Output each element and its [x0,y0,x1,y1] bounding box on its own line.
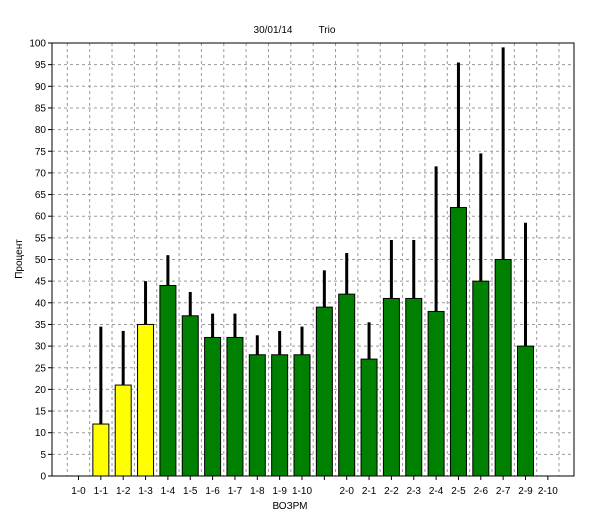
y-tick-label: 40 [35,298,47,309]
bar [226,336,244,477]
bar [449,207,467,477]
x-tick-label: 1-2 [116,486,131,497]
chart-date-label: 30/01/14 [254,25,293,36]
bar [472,280,490,477]
bar [315,306,333,477]
x-tick-label: 1-10 [292,486,312,497]
y-tick-label: 65 [35,190,47,201]
error-bars [99,47,527,425]
y-tick-label: 25 [35,363,47,374]
x-tick-label: 1-6 [205,486,220,497]
bar [427,310,445,477]
bar [293,354,311,477]
y-tick-label: 100 [29,39,46,50]
x-tick-label: 2-10 [538,486,558,497]
x-tick-label: 2-0 [339,486,354,497]
bar [271,354,289,477]
y-tick-label: 20 [35,385,47,396]
bar [382,297,400,477]
chart-name-label: Trio [319,25,336,36]
bar [405,297,423,477]
x-tick-label: 1-0 [71,486,86,497]
bar [159,284,177,477]
bar [360,358,378,477]
x-tick-label: 2-4 [429,486,444,497]
y-tick-label: 75 [35,147,47,158]
y-tick-label: 60 [35,212,47,223]
x-tick-label: 2-1 [362,486,377,497]
x-tick-label: 1-5 [183,486,198,497]
bar [494,259,512,477]
bar [204,336,222,477]
x-tick-label: 2-6 [474,486,489,497]
x-tick-label: 1-1 [94,486,109,497]
y-tick-label: 70 [35,168,47,179]
bar [137,323,155,477]
x-tick-label: 2-9 [518,486,533,497]
y-tick-label: 95 [35,60,47,71]
y-tick-label: 90 [35,82,47,93]
x-tick-label: 1-7 [228,486,243,497]
bar [517,345,534,477]
y-tick-label: 10 [35,428,47,439]
y-tick-label: 35 [35,320,47,331]
y-tick-label: 5 [40,450,46,461]
y-tick-label: 50 [35,255,47,266]
bar [92,423,110,477]
bar [338,293,356,477]
x-tick-label: 1-4 [161,486,176,497]
bar [181,315,199,477]
y-tick-label: 0 [40,472,46,483]
y-tick-label: 45 [35,277,47,288]
x-tick-label: 1-3 [138,486,153,497]
y-tick-label: 30 [35,342,47,353]
x-tick-label: 2-7 [496,486,511,497]
y-axis-ticks: 0 5 10 15 20 25 30 35 40 45 50 55 60 65 70 75 80 85 90 95 10… [29,39,52,483]
y-tick-label: 85 [35,103,47,114]
x-tick-label: 1-8 [250,486,265,497]
bar [114,384,132,477]
x-axis-label: ВОЗРМ [272,501,307,512]
y-tick-label: 15 [35,407,47,418]
x-axis-ticks: 1-0 1-1 1-2 1-3 1-4 1-5 1-6 1-7 1-8 1-9 1-10 2-0 2-1… [71,476,558,497]
y-tick-label: 80 [35,125,47,136]
y-tick-label: 55 [35,233,47,244]
x-tick-label: 2-2 [384,486,399,497]
x-tick-label: 2-3 [407,486,422,497]
bar [248,354,266,477]
x-tick-label: 1-9 [272,486,287,497]
x-tick-label: 2-5 [451,486,466,497]
y-axis-label: Процент [14,239,25,279]
